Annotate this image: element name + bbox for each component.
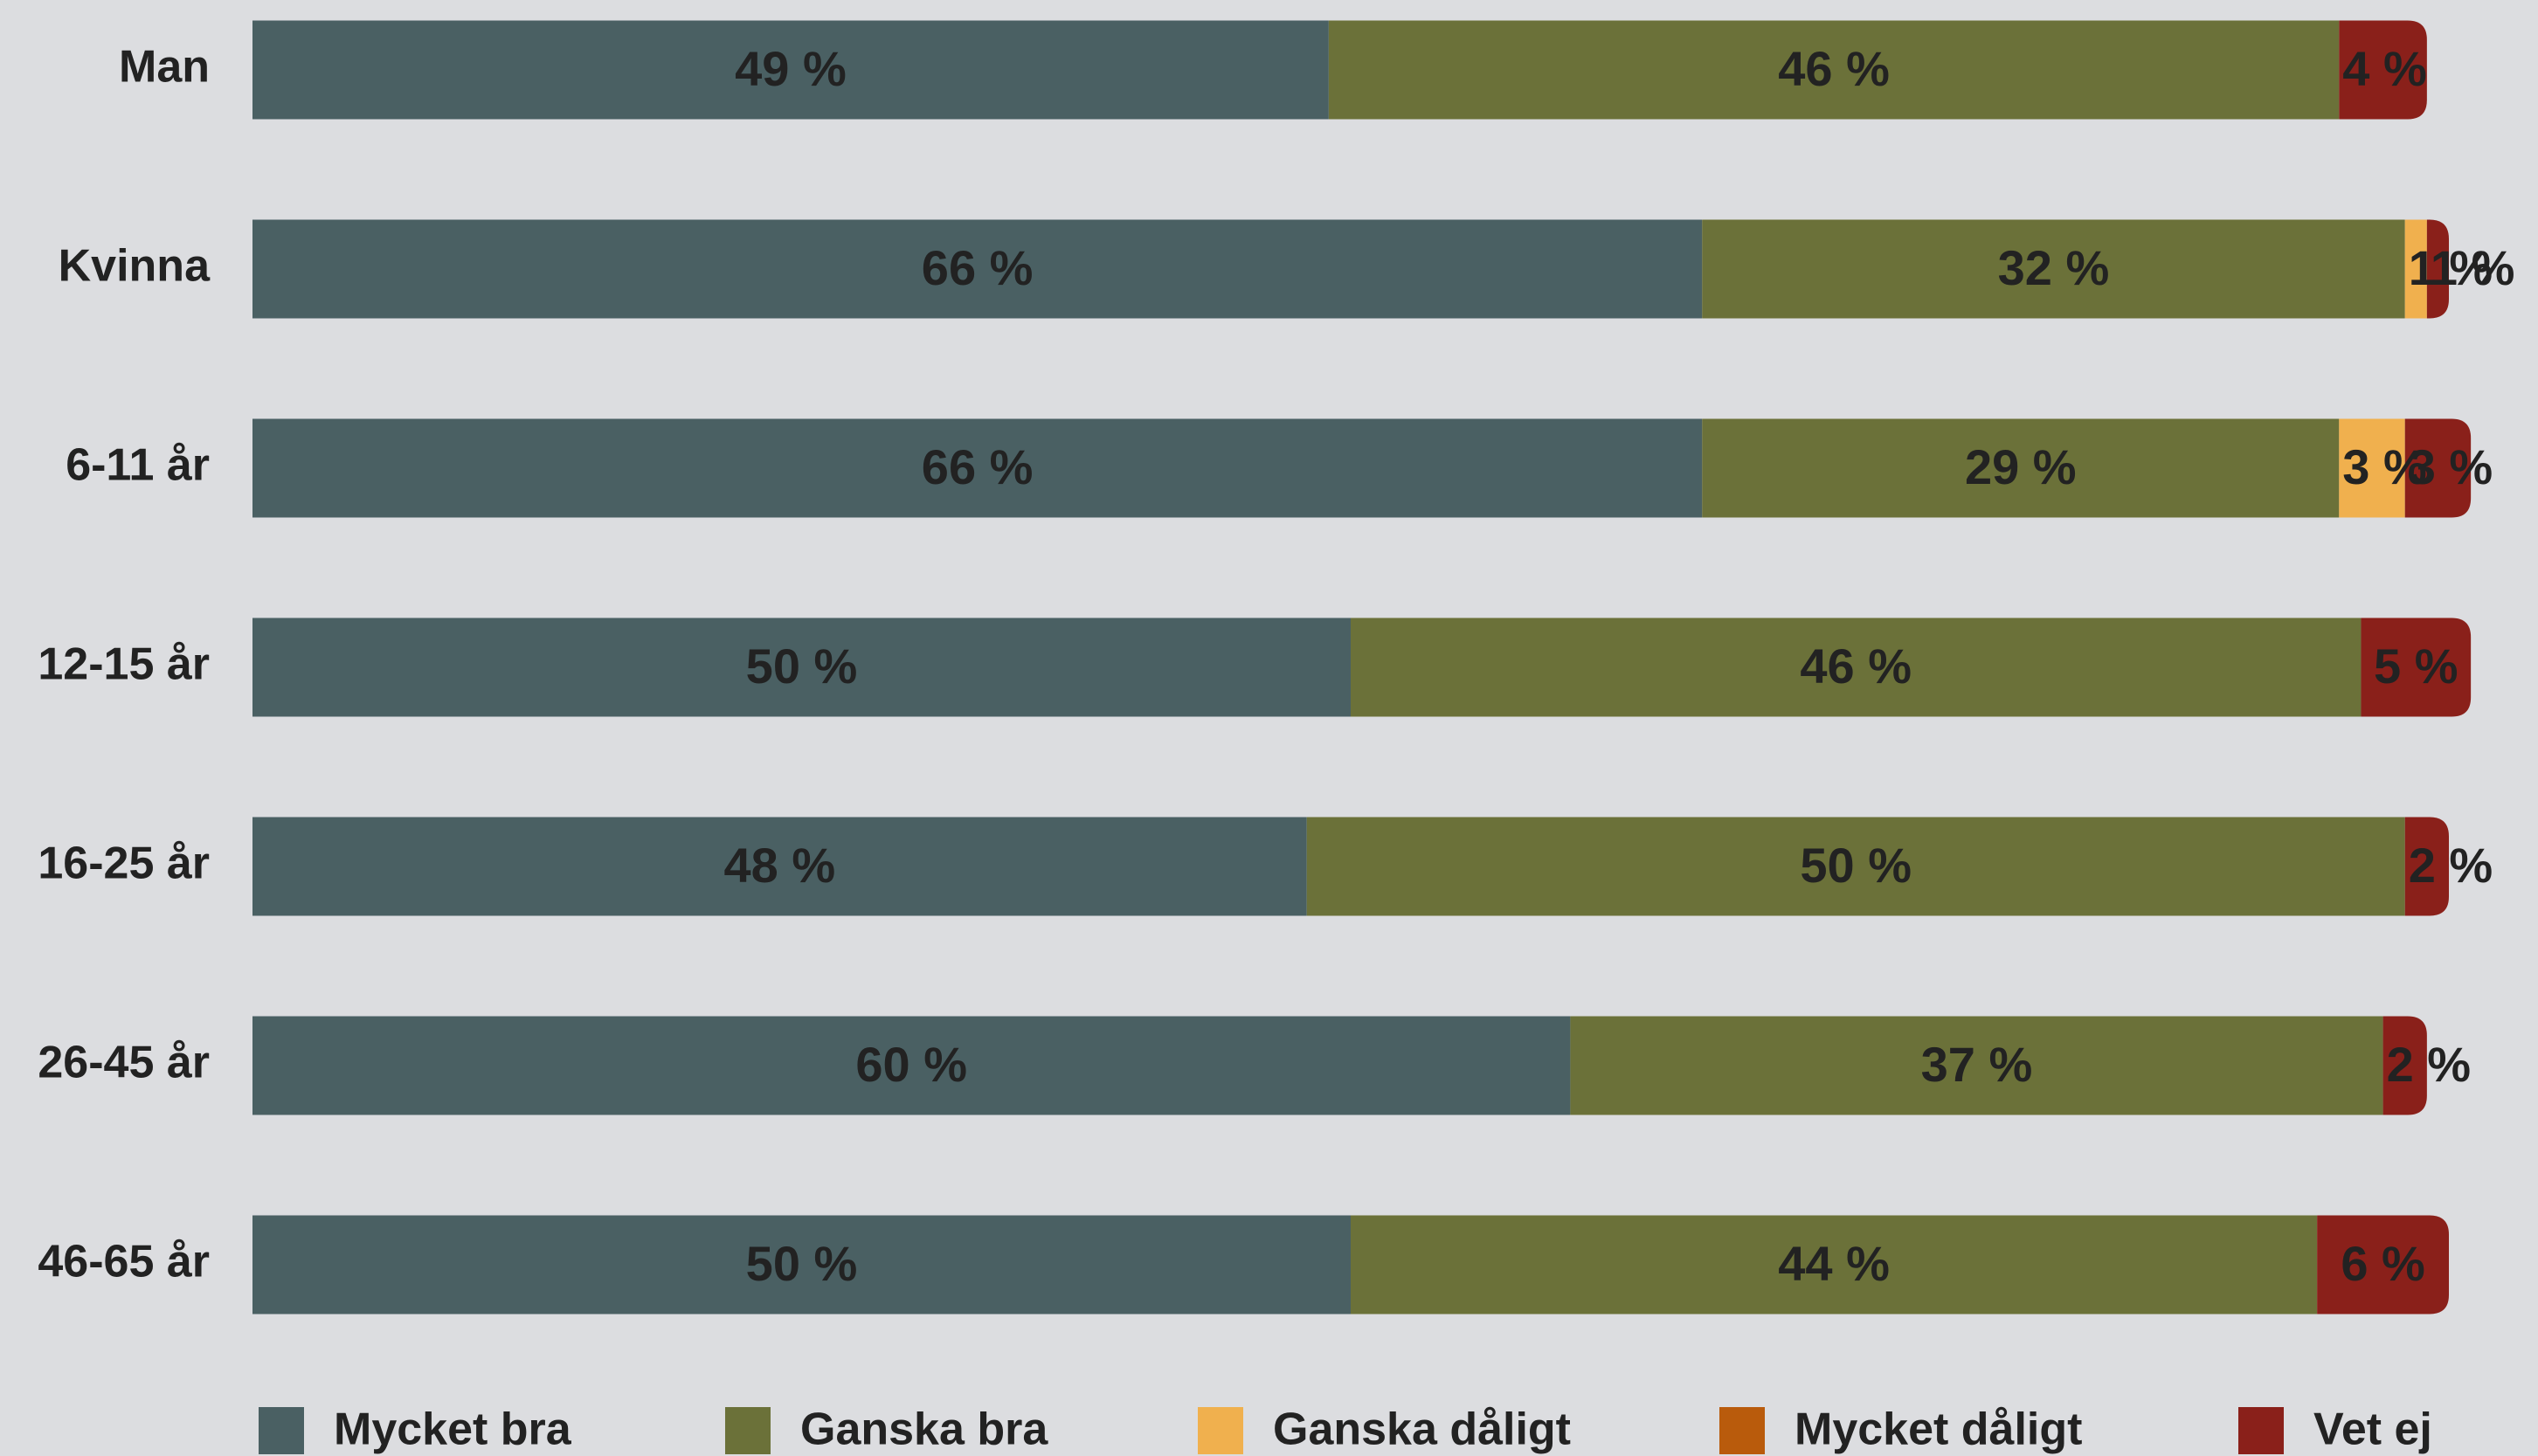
bar-segment bbox=[252, 817, 1307, 916]
bar-segment bbox=[2426, 219, 2449, 319]
value-label: 50 % bbox=[746, 638, 858, 693]
value-label: 1 % bbox=[2431, 240, 2515, 295]
value-label: 2 % bbox=[2409, 838, 2493, 893]
category-label: 46-65 år bbox=[38, 1237, 210, 1287]
legend-swatch bbox=[725, 1407, 771, 1454]
value-label: 29 % bbox=[1965, 439, 2077, 494]
bar-segment bbox=[252, 418, 1703, 518]
bar-segment bbox=[1702, 418, 2340, 518]
value-label: 46 % bbox=[1800, 638, 1912, 693]
bar-segment bbox=[2339, 418, 2405, 518]
value-label: 1 % bbox=[2409, 240, 2493, 295]
value-label: 46 % bbox=[1778, 41, 1890, 96]
value-label: 50 % bbox=[746, 1236, 858, 1291]
bar-segment bbox=[252, 20, 1329, 120]
bar-segment bbox=[2361, 618, 2472, 717]
bar-segment bbox=[2404, 418, 2472, 518]
legend-label: Ganska dåligt bbox=[1273, 1404, 1571, 1455]
bar-segment bbox=[252, 618, 1351, 717]
legend-swatch bbox=[2238, 1407, 2284, 1454]
bar-segment bbox=[2339, 20, 2427, 120]
value-label: 37 % bbox=[1921, 1037, 2033, 1092]
value-label: 5 % bbox=[2374, 638, 2458, 693]
value-label: 50 % bbox=[1800, 838, 1912, 893]
category-label: Man bbox=[119, 42, 210, 93]
legend-swatch bbox=[259, 1407, 304, 1454]
value-label: 44 % bbox=[1778, 1236, 1890, 1291]
legend-swatch bbox=[1198, 1407, 1243, 1454]
bar-segment bbox=[252, 1016, 1571, 1115]
value-label: 3 % bbox=[2342, 439, 2427, 494]
legend-label: Vet ej bbox=[2313, 1404, 2432, 1455]
value-label: 60 % bbox=[855, 1037, 967, 1092]
value-label: 2 % bbox=[2387, 1037, 2472, 1092]
bar-segment bbox=[1570, 1016, 2383, 1115]
value-label: 3 % bbox=[2409, 439, 2493, 494]
legend-label: Mycket dåligt bbox=[1795, 1404, 2082, 1455]
bar-segment bbox=[2404, 817, 2449, 916]
category-label: 26-45 år bbox=[38, 1038, 210, 1088]
category-label: 6-11 år bbox=[66, 440, 210, 491]
legend-swatch bbox=[1719, 1407, 1765, 1454]
bar-segment bbox=[252, 1215, 1351, 1315]
bar-segment bbox=[1351, 1215, 2318, 1315]
value-label: 6 % bbox=[2341, 1236, 2425, 1291]
bar-segment bbox=[1328, 20, 2340, 120]
value-label: 48 % bbox=[724, 838, 836, 893]
value-label: 66 % bbox=[922, 439, 1034, 494]
value-label: 32 % bbox=[1998, 240, 2110, 295]
legend-label: Ganska bra bbox=[800, 1404, 1048, 1455]
bar-segment bbox=[2382, 1016, 2427, 1115]
category-label: 12-15 år bbox=[38, 639, 210, 690]
bar-segment bbox=[252, 219, 1703, 319]
value-label: 66 % bbox=[922, 240, 1034, 295]
bar-segment bbox=[1351, 618, 2362, 717]
value-label: 4 % bbox=[2342, 41, 2427, 96]
bar-segment bbox=[2317, 1215, 2449, 1315]
bar-segment bbox=[1306, 817, 2405, 916]
bar-segment bbox=[2404, 219, 2427, 319]
legend-label: Mycket bra bbox=[334, 1404, 572, 1455]
value-label: 49 % bbox=[735, 41, 847, 96]
category-label: Kvinna bbox=[59, 241, 211, 292]
bar-segment bbox=[1702, 219, 2405, 319]
category-label: 16-25 år bbox=[38, 838, 210, 889]
